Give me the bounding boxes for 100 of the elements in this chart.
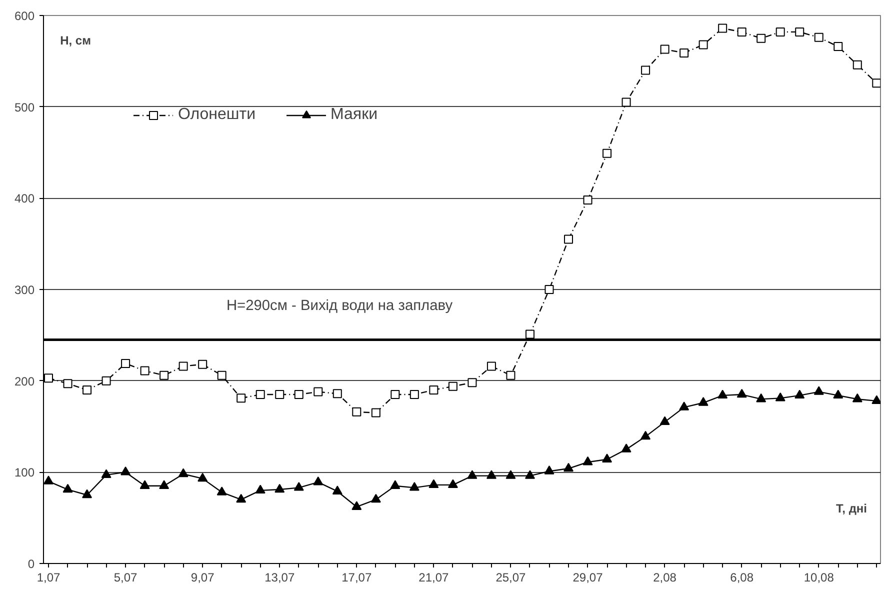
x-tick-label: 17,07 [342, 570, 372, 584]
point [390, 390, 400, 400]
point [63, 379, 72, 388]
legend-label: Маяки [330, 106, 378, 124]
point [872, 395, 880, 404]
point [332, 486, 342, 494]
point [82, 385, 92, 394]
point [583, 195, 592, 204]
y-tick-label: 300 [14, 283, 35, 297]
x-axis-title: Т, дні [836, 502, 868, 516]
point [236, 494, 246, 503]
point [736, 388, 747, 398]
point [140, 366, 150, 376]
point [82, 489, 92, 498]
y-tick-label: 500 [14, 100, 35, 114]
point [255, 484, 266, 494]
y-tick-label: 600 [14, 9, 35, 23]
point [448, 382, 458, 391]
point [660, 416, 670, 426]
point [428, 479, 439, 488]
point [332, 389, 342, 398]
annotation: H=290см - Вихід води на заплаву [226, 298, 454, 314]
point [275, 390, 284, 400]
point [198, 472, 208, 482]
point [544, 466, 554, 474]
point [468, 378, 477, 388]
x-tick-label: 29,07 [572, 570, 604, 584]
point [217, 370, 226, 380]
x-tick-label: 21,07 [418, 570, 450, 584]
point [159, 480, 170, 489]
point [486, 362, 496, 371]
point [448, 479, 458, 488]
point [756, 34, 766, 43]
point [274, 484, 285, 493]
point [352, 407, 362, 416]
point [698, 40, 708, 50]
point [718, 390, 728, 399]
x-tick-label: 13,07 [264, 570, 295, 584]
x-tick-label: 6,08 [730, 570, 754, 584]
point [852, 393, 862, 402]
point [640, 430, 651, 440]
point [525, 330, 534, 339]
point [794, 390, 805, 399]
y-tick-label: 0 [28, 557, 35, 571]
point [410, 390, 419, 400]
point [622, 98, 631, 107]
point [409, 482, 420, 491]
point [834, 42, 843, 52]
point [737, 27, 746, 36]
point [294, 390, 304, 400]
point [178, 468, 188, 478]
point [370, 494, 381, 503]
point [621, 444, 632, 452]
point [178, 362, 188, 371]
point [852, 60, 862, 70]
point [680, 48, 689, 58]
point [775, 392, 786, 402]
point [814, 32, 824, 42]
point [524, 470, 535, 479]
x-tick-label: 10,08 [804, 570, 834, 584]
point [256, 390, 265, 400]
point [313, 476, 324, 486]
legend-label: Олонешти [178, 106, 256, 124]
y-tick-label: 100 [14, 466, 35, 480]
point [198, 360, 208, 369]
y-tick-label: 400 [14, 192, 35, 206]
point [62, 484, 73, 493]
point [506, 470, 516, 479]
point [216, 486, 227, 496]
point [582, 456, 593, 466]
point [44, 476, 54, 484]
point [660, 44, 670, 54]
point [140, 480, 150, 489]
point [120, 466, 131, 476]
point [833, 390, 844, 399]
point [314, 387, 323, 396]
y-axis-title: Н, см [60, 34, 92, 48]
point [776, 27, 785, 36]
point [101, 469, 112, 478]
point [486, 470, 496, 479]
point [371, 408, 380, 418]
point [564, 234, 574, 244]
point [467, 470, 478, 479]
point [679, 402, 690, 410]
point [506, 370, 516, 380]
point [429, 385, 438, 394]
point [718, 24, 728, 33]
y-tick-label: 200 [14, 374, 35, 388]
point [544, 285, 554, 294]
point [756, 393, 766, 402]
x-tick-label: 1,07 [36, 570, 61, 584]
point [44, 374, 54, 383]
point [872, 78, 880, 88]
x-tick-label: 2,08 [653, 570, 677, 584]
point [352, 501, 362, 510]
x-tick-label: 5,07 [114, 570, 138, 584]
point [698, 397, 708, 406]
point [390, 480, 400, 489]
point [121, 358, 130, 368]
point [102, 376, 111, 386]
